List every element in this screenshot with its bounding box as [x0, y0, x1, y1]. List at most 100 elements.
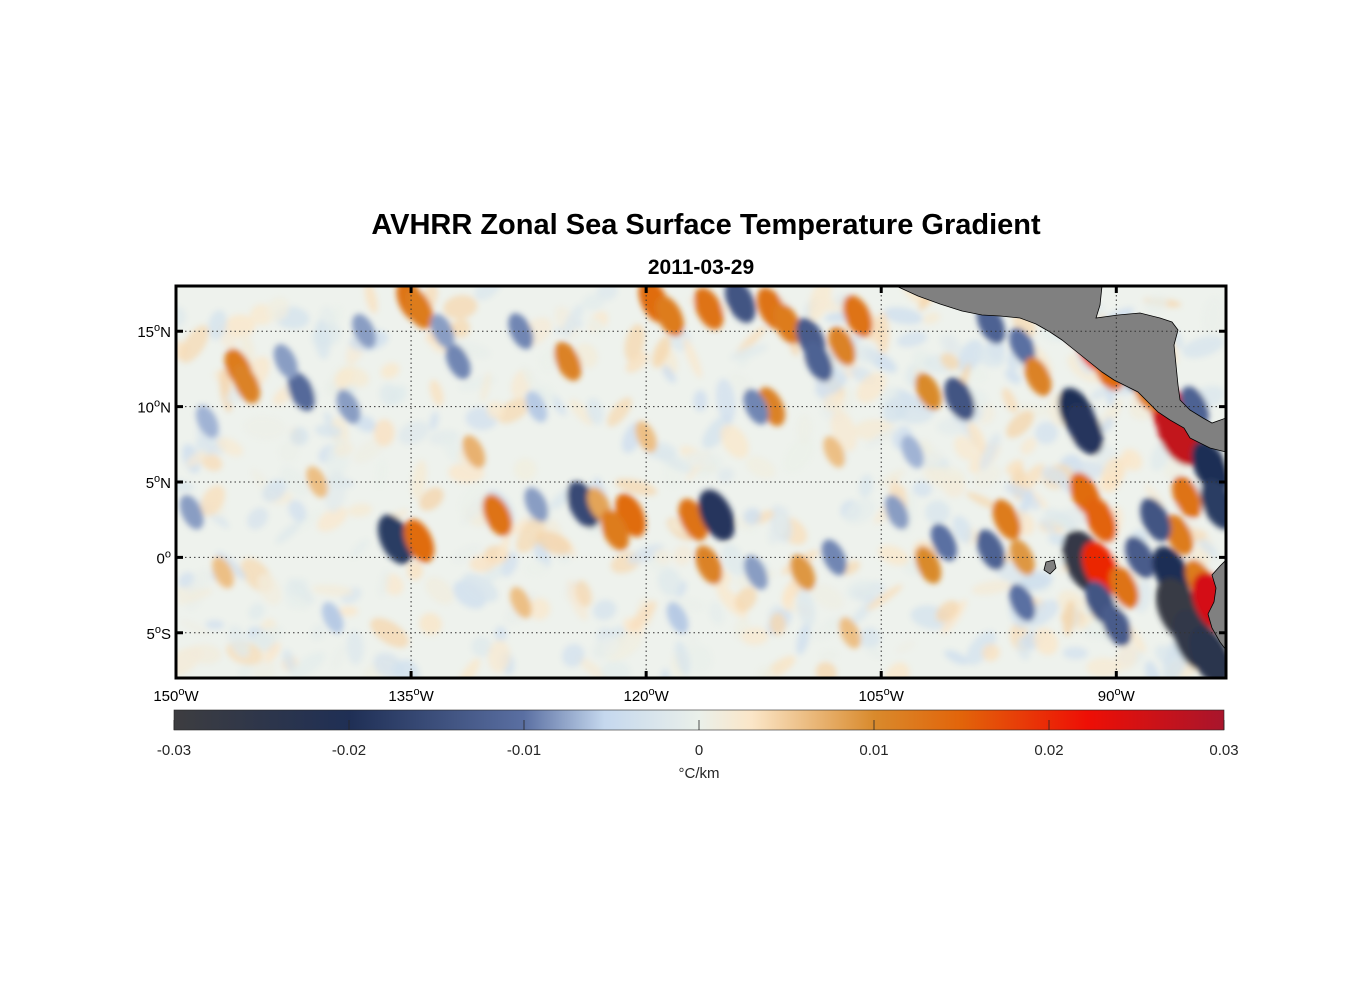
field-speckle	[715, 378, 736, 423]
field-speckle	[1101, 416, 1114, 433]
gradient-feature	[1066, 403, 1104, 455]
field-speckle	[721, 543, 746, 577]
gradient-feature	[1084, 497, 1117, 543]
field-speckle	[429, 379, 444, 406]
field-speckle	[952, 515, 973, 544]
field-speckle	[593, 599, 617, 621]
field-speckle	[347, 503, 373, 518]
field-speckle	[353, 438, 385, 463]
field-speckle	[627, 544, 664, 565]
field-speckle	[1043, 508, 1077, 531]
land-central-america	[895, 286, 1226, 651]
field-speckle	[967, 421, 987, 455]
field-speckle	[607, 397, 632, 427]
field-speckle	[513, 458, 537, 481]
gradient-feature	[944, 377, 975, 421]
gradient-feature	[1191, 440, 1226, 494]
field-speckle	[741, 627, 769, 646]
field-speckle	[808, 621, 845, 641]
gradient-feature	[930, 523, 957, 562]
colorbar-tick-label: 0.01	[859, 742, 888, 759]
field-speckle	[600, 661, 631, 678]
field-speckle	[629, 600, 657, 632]
field-speckle	[657, 567, 682, 597]
field-speckle	[852, 344, 879, 363]
field-speckle	[398, 421, 430, 445]
field-speckle	[729, 372, 753, 395]
colorbar-tick-label: 0.03	[1209, 742, 1238, 759]
field-speckle	[200, 485, 226, 517]
field-speckle	[187, 644, 222, 664]
field-speckle	[497, 397, 530, 424]
field-speckle	[588, 317, 607, 336]
field-speckle	[796, 588, 816, 628]
field-speckle	[574, 343, 598, 369]
gradient-feature	[695, 545, 723, 585]
gradient-feature	[635, 421, 657, 453]
gradient-feature	[232, 364, 261, 404]
field-speckle	[1076, 612, 1096, 632]
lat-tick-label: 0o	[157, 548, 171, 567]
field-speckle	[885, 662, 910, 678]
gradient-feature	[666, 602, 689, 634]
gradient-feature	[842, 295, 873, 338]
lon-tick-label: 105oW	[859, 686, 905, 705]
field-speckle	[576, 656, 610, 678]
field-speckle	[709, 601, 724, 625]
field-speckle	[1020, 437, 1037, 455]
gradient-feature	[524, 487, 549, 522]
field-speckle	[411, 460, 427, 500]
field-speckle	[593, 636, 620, 659]
lon-tick-label: 90oW	[1098, 686, 1136, 705]
field-speckle	[1145, 295, 1168, 313]
field-speckle	[370, 618, 409, 648]
field-speckle	[486, 401, 505, 420]
colorbar-tick-label: -0.02	[332, 742, 366, 759]
field-speckle	[735, 325, 767, 356]
field-speckle	[743, 508, 762, 525]
field-speckle	[965, 630, 997, 666]
field-speckle	[180, 620, 211, 636]
field-speckle	[567, 579, 588, 621]
field-speckle	[1006, 410, 1034, 438]
field-speckle	[757, 666, 775, 678]
field-speckle	[1022, 599, 1059, 628]
field-speckle	[452, 318, 470, 338]
field-speckle	[735, 586, 757, 612]
field-speckle	[1086, 657, 1121, 678]
gradient-feature	[1164, 514, 1194, 556]
gradient-feature	[901, 435, 924, 469]
field-speckle	[536, 530, 571, 556]
gradient-feature	[694, 287, 724, 330]
field-speckle	[688, 645, 713, 674]
field-speckle	[582, 294, 605, 311]
field-speckle	[811, 583, 844, 610]
field-speckle	[883, 307, 923, 325]
field-speckle	[279, 440, 299, 463]
field-speckle	[391, 661, 406, 678]
field-speckle	[516, 516, 546, 553]
colorbar-tick-label: 0.02	[1034, 742, 1063, 759]
field-speckle	[488, 640, 511, 673]
field-speckle	[662, 365, 676, 383]
field-speckle	[687, 634, 697, 655]
field-speckle	[282, 649, 296, 673]
colorbar-ticks: -0.03 -0.02 -0.01 0 0.01 0.02 0.03	[157, 720, 1239, 759]
gradient-feature	[655, 295, 684, 337]
field-speckle	[858, 474, 873, 498]
field-speckle	[1020, 571, 1053, 591]
lat-tick-label: 5oN	[146, 473, 171, 492]
field-speckle	[228, 625, 250, 658]
field-speckle	[1062, 646, 1088, 660]
gradient-feature	[273, 344, 298, 379]
lat-tick-label: 5oS	[147, 624, 171, 643]
field-speckle	[925, 500, 950, 525]
field-speckle	[586, 398, 604, 425]
field-speckle	[314, 424, 342, 438]
field-speckle	[625, 352, 649, 373]
field-speckle	[280, 466, 309, 497]
field-speckle	[1005, 368, 1021, 384]
field-speckle	[317, 506, 348, 532]
field-speckle	[533, 540, 551, 569]
field-speckle	[745, 456, 776, 479]
